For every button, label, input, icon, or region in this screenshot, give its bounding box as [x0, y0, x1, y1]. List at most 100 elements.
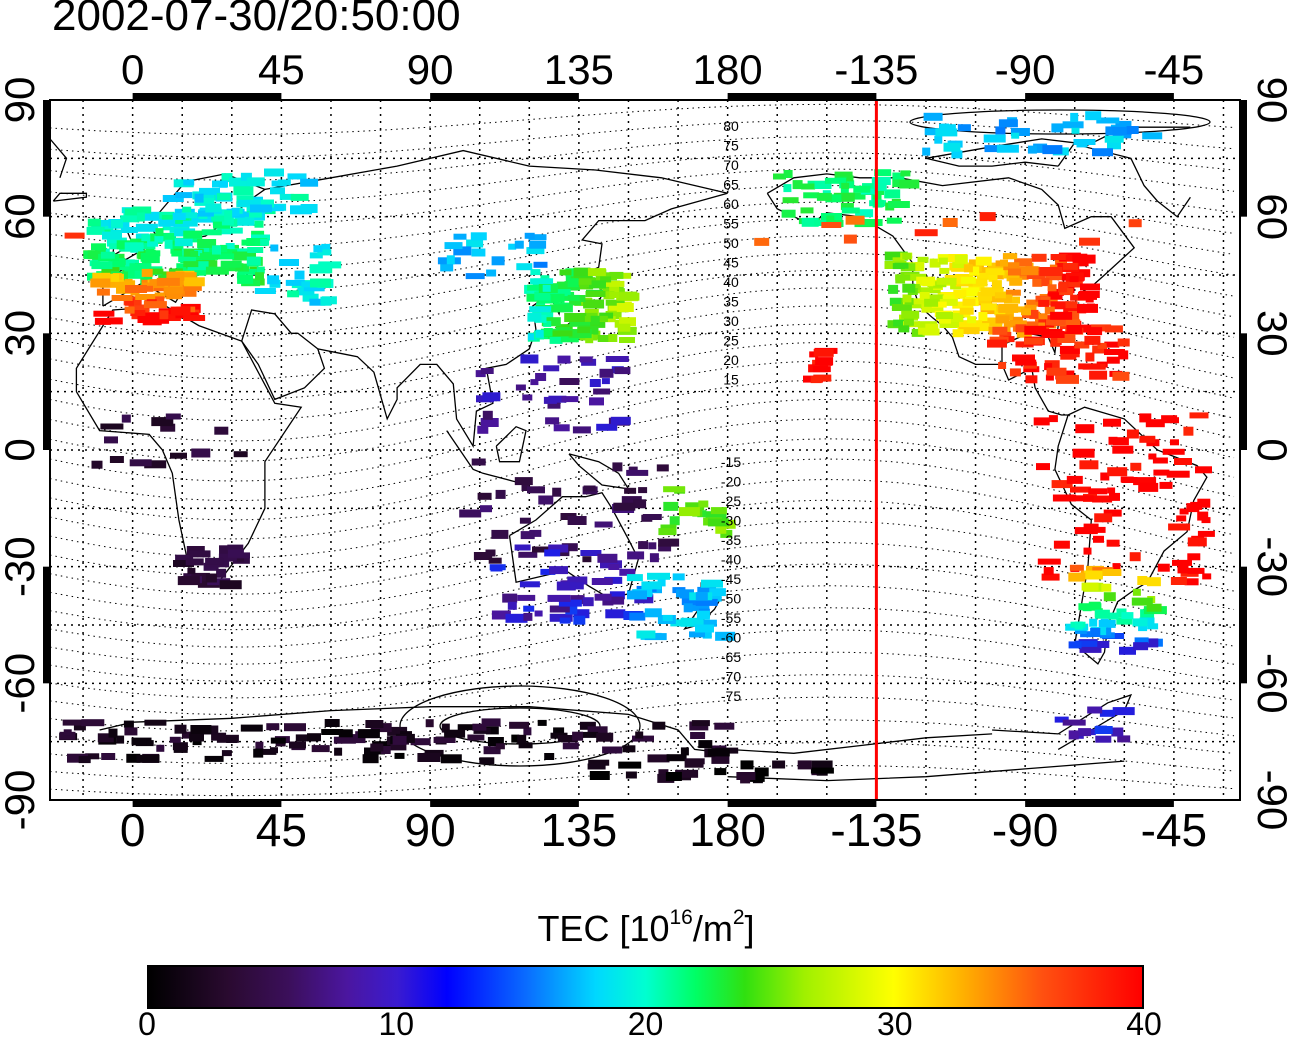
tec-cell	[632, 735, 654, 742]
tec-cell	[572, 426, 591, 434]
tec-cell	[568, 278, 592, 285]
tec-cell	[1075, 424, 1095, 434]
tec-cell	[902, 298, 926, 305]
lon-label-bottom: 180	[689, 804, 766, 856]
tec-cell	[270, 244, 279, 252]
tec-cell	[814, 181, 832, 189]
tec-cell	[129, 263, 152, 271]
tec-cell	[309, 298, 326, 306]
tec-cell	[543, 328, 553, 336]
tec-cell	[224, 210, 233, 220]
tec-cell	[918, 287, 941, 294]
tec-cell	[614, 367, 631, 375]
tec-cell	[181, 212, 198, 219]
tec-cell	[657, 579, 666, 587]
tec-cell	[482, 392, 501, 402]
tec-cell	[1025, 375, 1038, 384]
tec-cell	[591, 578, 613, 585]
axis-bar	[430, 800, 579, 807]
tec-cell	[559, 617, 571, 624]
tec-cell	[714, 722, 735, 730]
tec-cell	[698, 740, 713, 749]
tec-cell	[522, 394, 533, 401]
coastline	[75, 305, 303, 583]
contour-label: -40	[721, 552, 741, 568]
contour-label: 70	[723, 157, 739, 173]
tec-cell	[981, 303, 997, 311]
tec-cell	[172, 742, 188, 751]
tec-cell	[1051, 123, 1064, 133]
tec-cell	[1132, 618, 1148, 627]
tec-cell	[922, 328, 940, 336]
tec-cell	[670, 619, 693, 627]
tec-cell	[1146, 603, 1162, 612]
contour-label: 65	[723, 177, 739, 193]
tec-cell	[1046, 367, 1067, 376]
tec-cell	[647, 572, 670, 580]
tec-cell	[633, 499, 647, 509]
tec-cell	[502, 593, 518, 603]
tec-cell	[1078, 363, 1101, 370]
tec-cell	[1078, 728, 1092, 737]
tec-cell	[1027, 145, 1037, 154]
tec-cell	[1014, 258, 1033, 267]
tec-cell	[231, 207, 240, 216]
tec-cell	[641, 581, 662, 590]
coastline	[495, 425, 527, 463]
lat-label-left: -60	[0, 653, 43, 714]
tec-cell	[128, 304, 150, 313]
tec-cell	[1050, 337, 1061, 347]
lat-label-left: 0	[0, 438, 43, 461]
tec-cell	[1021, 308, 1031, 316]
tec-cell	[294, 270, 305, 280]
tec-cell	[240, 724, 263, 732]
tec-cell	[588, 321, 606, 328]
tec-cell	[194, 197, 215, 206]
tec-cell	[619, 568, 636, 576]
tec-cell	[1116, 617, 1133, 625]
tec-cell	[708, 594, 722, 602]
magnetic-latitude-contour	[50, 765, 1235, 797]
tec-cell	[309, 264, 331, 274]
contour-label: -55	[721, 610, 741, 626]
tec-cell	[182, 220, 198, 227]
tec-cell	[120, 227, 138, 233]
tec-cell	[1079, 460, 1099, 470]
tec-cell	[165, 413, 181, 420]
tec-cell	[164, 239, 173, 249]
tec-cell	[424, 749, 444, 756]
coastline	[925, 138, 1076, 167]
tec-cell	[538, 495, 554, 505]
tec-cell	[125, 285, 147, 293]
tec-cell	[425, 719, 434, 728]
tec-cell	[690, 603, 710, 612]
tec-cell	[994, 292, 1006, 299]
lon-label-top: 90	[407, 46, 454, 93]
tec-cell	[1050, 311, 1073, 320]
tec-cell	[1170, 439, 1179, 446]
tec-cell	[254, 288, 276, 294]
tec-cell	[181, 272, 197, 280]
tec-cell	[980, 287, 1004, 297]
tec-cell	[1112, 127, 1132, 135]
tec-cell	[169, 736, 181, 743]
contour-label: 45	[723, 255, 739, 271]
tec-cell	[601, 378, 610, 385]
tec-cell	[939, 298, 958, 306]
axis-bar	[727, 93, 877, 100]
tec-cell	[922, 279, 934, 287]
tec-cell	[561, 543, 578, 552]
tec-cell	[582, 556, 592, 563]
tec-cell	[891, 304, 912, 311]
tec-cell	[797, 760, 812, 770]
tec-cell	[1132, 588, 1141, 596]
tec-cell	[1010, 306, 1030, 313]
tec-cell	[613, 502, 636, 511]
tec-cell	[205, 573, 217, 583]
tec-cell	[313, 245, 323, 253]
tec-cell	[557, 735, 578, 742]
tec-cell	[297, 287, 315, 296]
tec-cell	[144, 719, 167, 726]
tec-cell	[833, 192, 855, 202]
tec-cell	[924, 128, 941, 136]
